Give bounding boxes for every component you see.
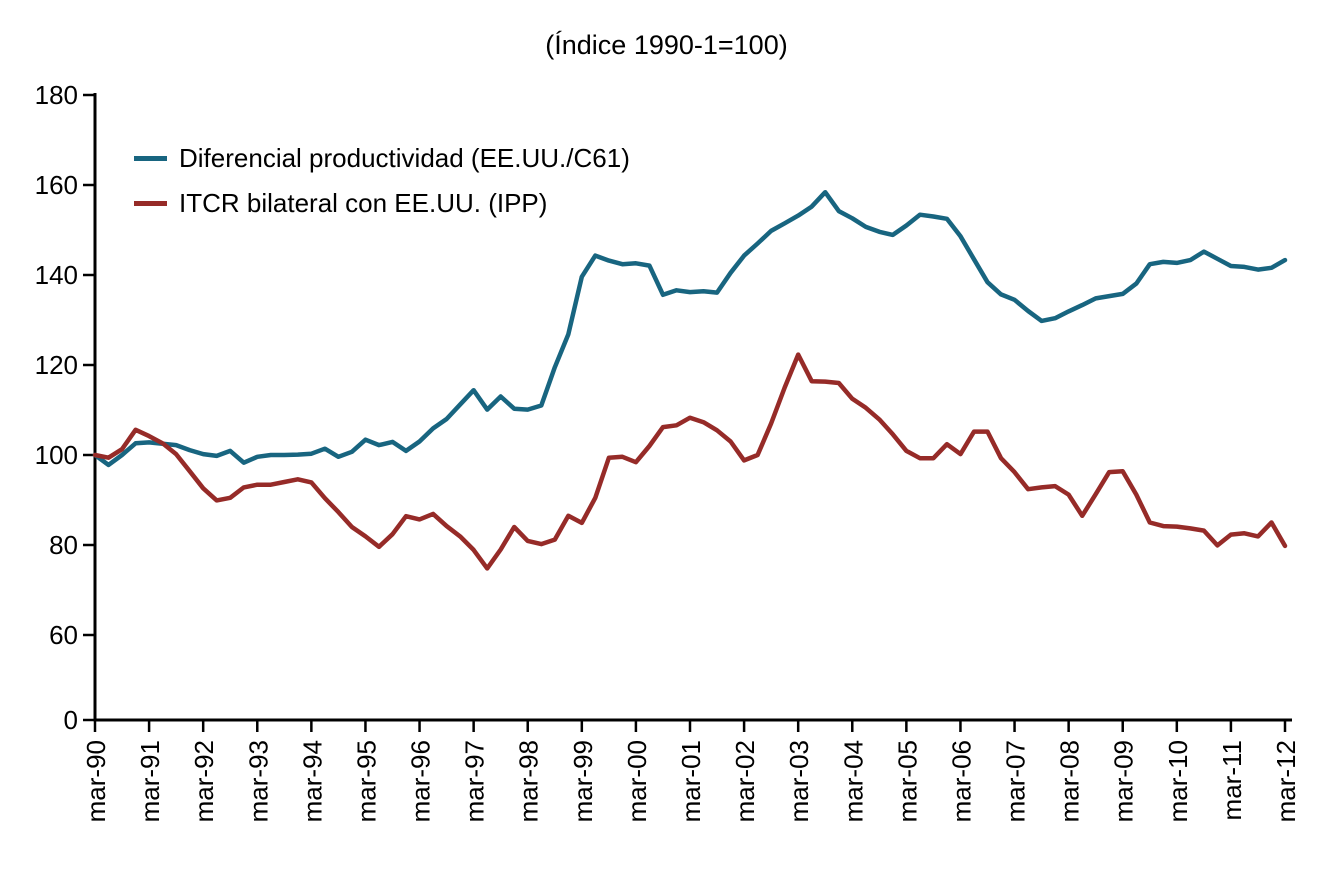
series-line-itcr: [92, 352, 1288, 571]
chart-title: (Índice 1990-1=100): [545, 30, 788, 60]
y-tick-label: 60: [49, 620, 78, 650]
y-tick-label: 120: [35, 350, 78, 380]
x-tick-label: mar-06: [946, 740, 976, 822]
y-tick-label: 80: [49, 530, 78, 560]
x-tick-label: mar-98: [514, 740, 544, 822]
x-tick-label: mar-90: [81, 740, 111, 822]
axes: [93, 93, 1292, 722]
x-tick-label: mar-00: [622, 740, 652, 822]
legend: Diferencial productividad (EE.UU./C61) I…: [134, 143, 630, 219]
x-tick-label: mar-05: [892, 740, 922, 822]
legend-line-swatch-icon: [134, 156, 167, 161]
x-tick-label: mar-09: [1109, 740, 1139, 822]
x-tick-label: mar-94: [297, 740, 327, 822]
x-tick-label: mar-12: [1271, 740, 1301, 822]
x-tick-label: mar-91: [135, 740, 165, 822]
legend-item-productividad: Diferencial productividad (EE.UU./C61): [134, 143, 630, 174]
y-tick-label: 160: [35, 170, 78, 200]
x-tick-label: mar-03: [784, 740, 814, 822]
legend-label: Diferencial productividad (EE.UU./C61): [179, 143, 630, 173]
x-tick-label: mar-02: [730, 740, 760, 822]
x-tick-label: mar-01: [676, 740, 706, 822]
legend-line-swatch-icon: [134, 201, 167, 206]
x-tick-label: mar-07: [1001, 740, 1031, 822]
x-tick-label: mar-11: [1217, 740, 1247, 820]
y-tick-label: 100: [35, 440, 78, 470]
x-tick-label: mar-99: [568, 740, 598, 822]
x-tick-label: mar-92: [189, 740, 219, 822]
series-line-productividad: [92, 189, 1288, 468]
legend-label: ITCR bilateral con EE.UU. (IPP): [179, 188, 548, 218]
legend-item-itcr: ITCR bilateral con EE.UU. (IPP): [134, 188, 630, 219]
series-lines: [92, 189, 1288, 571]
x-tick-label: mar-08: [1055, 740, 1085, 822]
y-tick-label: 0: [64, 705, 78, 735]
x-tick-label: mar-10: [1163, 740, 1193, 822]
x-tick-label: mar-95: [351, 740, 381, 822]
y-tick-label: 140: [35, 260, 78, 290]
y-tick-label: 180: [35, 80, 78, 110]
axis-ticks: [83, 93, 1287, 732]
x-tick-label: mar-97: [460, 740, 490, 822]
x-tick-label: mar-96: [406, 740, 436, 822]
x-tick-label: mar-04: [838, 740, 868, 822]
x-tick-label: mar-93: [243, 740, 273, 822]
